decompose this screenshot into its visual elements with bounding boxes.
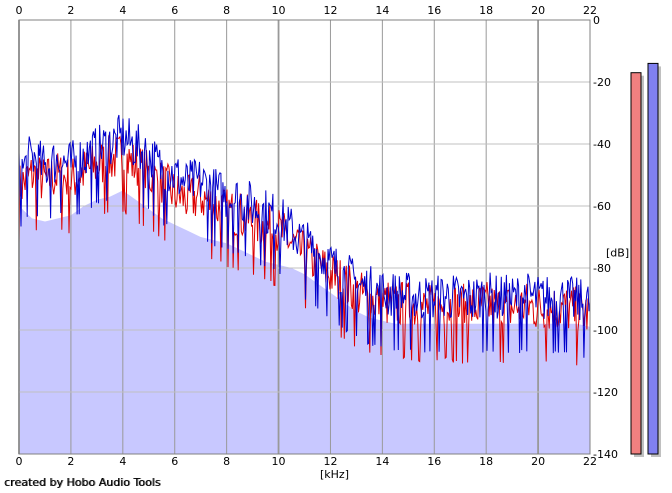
average-fill-layer: [19, 190, 590, 454]
x-tick-label-bottom: 2: [67, 455, 74, 468]
x-tick-label-top: 16: [427, 4, 441, 17]
x-tick-label-top: 2: [67, 4, 74, 17]
y-ticks: 0 -20 -40 -60 -80 -100 -120 -140: [593, 14, 618, 461]
x-tick-label-bottom: 16: [427, 455, 441, 468]
x-tick-label-bottom: 8: [223, 455, 230, 468]
x-tick-label-bottom: 22: [583, 455, 597, 468]
y-tick-label: -60: [593, 200, 611, 213]
y-tick-label: -140: [593, 448, 618, 461]
x-tick-label-top: 6: [171, 4, 178, 17]
y-tick-label: -20: [593, 76, 611, 89]
average-fill-area: [19, 190, 590, 454]
x-tick-label-bottom: 10: [272, 455, 286, 468]
x-tick-label-bottom: 14: [375, 455, 389, 468]
x-tick-label-top: 0: [16, 4, 23, 17]
level-meters: [630, 62, 661, 458]
level-meter-bar: [647, 62, 659, 455]
x-tick-label-top: 8: [223, 4, 230, 17]
y-tick-label: -100: [593, 324, 618, 337]
x-tick-label-bottom: 20: [531, 455, 545, 468]
x-tick-label-top: 18: [479, 4, 493, 17]
credit-text: created by Hobo Audio Tools created by H…: [4, 476, 162, 489]
x-ticks-top: 0 2 4 6 8 10 12 14 16 18 20 22: [16, 4, 598, 17]
spectrum-series-line: [18, 114, 591, 358]
x-axis-label: [kHz]: [320, 468, 349, 481]
x-tick-label-top: 20: [531, 4, 545, 17]
x-tick-label-top: 12: [323, 4, 337, 17]
x-tick-label-bottom: 12: [323, 455, 337, 468]
y-axis-label: [dB]: [606, 247, 629, 260]
y-tick-label: -120: [593, 386, 618, 399]
y-tick-label: -80: [593, 262, 611, 275]
y-tick-label: -40: [593, 138, 611, 151]
x-ticks-bottom: 0 2 4 6 8 10 12 14 16 18 20 22: [16, 455, 598, 468]
x-tick-label-top: 14: [375, 4, 389, 17]
credit-label-shadow: created by Hobo Audio Tools: [5, 476, 162, 489]
x-tick-label-bottom: 6: [171, 455, 178, 468]
x-tick-label-top: 22: [583, 4, 597, 17]
x-tick-label-bottom: 0: [16, 455, 23, 468]
x-tick-label-bottom: 18: [479, 455, 493, 468]
level-meter-bar: [630, 72, 642, 455]
series-layer: [18, 114, 591, 366]
x-tick-label-bottom: 4: [119, 455, 126, 468]
y-tick-label: 0: [593, 14, 600, 27]
credit-label: created by Hobo Audio Tools: [4, 476, 161, 489]
x-tick-label-top: 10: [272, 4, 286, 17]
x-tick-label-top: 4: [119, 4, 126, 17]
plot-border: [18, 19, 591, 455]
